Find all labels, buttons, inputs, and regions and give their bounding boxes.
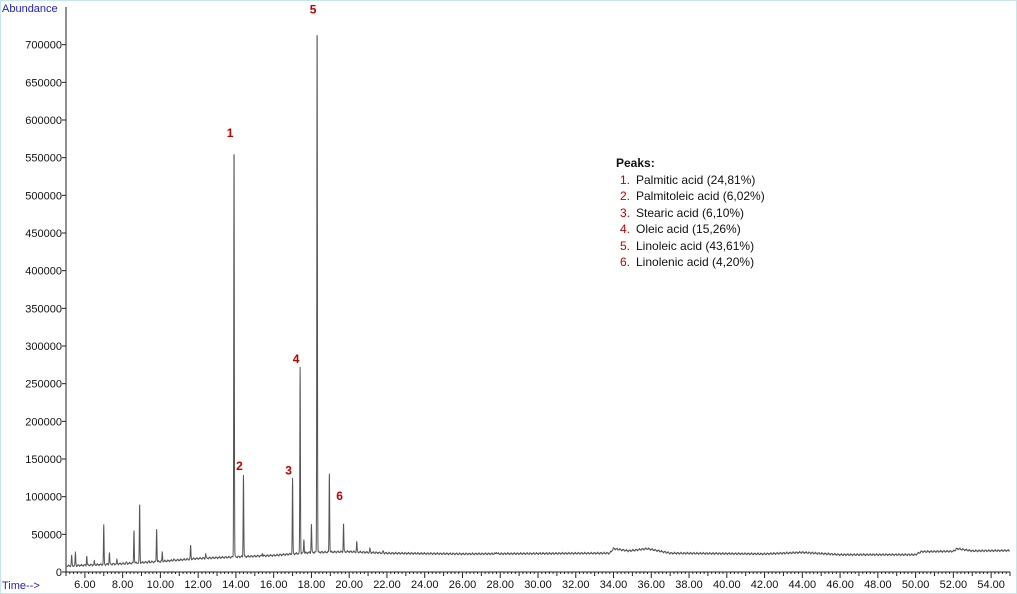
legend-items: 1. Palmitic acid (24,81%) 2. Palmitoleic ac… bbox=[616, 172, 765, 271]
x-tick-label: 40.00 bbox=[713, 579, 741, 591]
x-tick-label: 26.00 bbox=[449, 579, 477, 591]
peak-labels: 1 2 3 4 5 6 bbox=[227, 3, 344, 504]
legend-item-number: 5. bbox=[620, 238, 631, 253]
x-tick-label: 36.00 bbox=[638, 579, 666, 591]
peak-label-4: 4 bbox=[293, 352, 300, 366]
peak-label-5: 5 bbox=[310, 3, 317, 17]
legend-item: 6. Linolenic acid (4,20%) bbox=[616, 254, 765, 271]
x-tick-label: 8.00 bbox=[112, 579, 133, 591]
x-tick-label: 28.00 bbox=[486, 579, 514, 591]
y-tick-label: 150000 bbox=[25, 454, 62, 466]
legend-item-text: Palmitic acid (24,81%) bbox=[636, 172, 756, 187]
y-tick-label: 200000 bbox=[25, 416, 62, 428]
x-tick-label: 32.00 bbox=[562, 579, 590, 591]
x-tick-label: 34.00 bbox=[600, 579, 628, 591]
legend-item-text: Linoleic acid (43,61%) bbox=[636, 238, 755, 253]
peak-label-2: 2 bbox=[236, 459, 243, 473]
legend-item: 1. Palmitic acid (24,81%) bbox=[616, 172, 765, 189]
y-tick-label: 450000 bbox=[25, 228, 62, 240]
y-tick-label: 700000 bbox=[25, 40, 62, 52]
legend-item: 2. Palmitoleic acid (6,02%) bbox=[616, 188, 765, 205]
legend-item-number: 4. bbox=[620, 222, 631, 236]
legend-item-number: 6. bbox=[620, 255, 631, 269]
legend-title: Peaks: bbox=[616, 156, 655, 170]
x-axis-title: Time--> bbox=[2, 580, 40, 592]
x-tick-label: 30.00 bbox=[524, 579, 552, 591]
legend-item-text: Linolenic acid (4,20%) bbox=[636, 255, 755, 269]
chromatogram-trace bbox=[65, 35, 1011, 568]
legend-item: 3. Stearic acid (6,10%) bbox=[616, 205, 765, 222]
legend-item-number: 3. bbox=[620, 205, 631, 220]
peak-label-6: 6 bbox=[336, 489, 343, 503]
y-tick-label: 0 bbox=[56, 567, 62, 579]
y-tick-label: 500000 bbox=[25, 190, 62, 202]
peaks-legend: Peaks: 1. Palmitic acid (24,81%) 2. Palmito… bbox=[616, 155, 765, 271]
x-tick-label: 24.00 bbox=[411, 579, 439, 591]
x-tick-label: 10.00 bbox=[147, 579, 175, 591]
x-tick-label: 46.00 bbox=[826, 579, 854, 591]
y-tick-label: 550000 bbox=[25, 153, 62, 165]
y-tick-label: 50000 bbox=[31, 529, 62, 541]
x-tick-label: 42.00 bbox=[751, 579, 779, 591]
legend-item-text: Palmitoleic acid (6,02%) bbox=[636, 189, 765, 203]
x-tick-label: 22.00 bbox=[373, 579, 401, 591]
x-axis: 6.00 8.00 10.00 12.00 14.00 16.00 18.00 20.00 22… bbox=[65, 571, 1011, 591]
peak-label-1: 1 bbox=[227, 126, 234, 140]
y-tick-label: 350000 bbox=[25, 303, 62, 315]
y-tick-label: 600000 bbox=[25, 115, 62, 127]
y-axis: 0 50000 100000 150000 200000 250000 300000 3500… bbox=[25, 7, 67, 579]
legend-item: 4. Oleic acid (15,26%) bbox=[616, 221, 765, 238]
x-tick-label: 52.00 bbox=[940, 579, 968, 591]
y-tick-label: 250000 bbox=[25, 379, 62, 391]
x-tick-label: 6.00 bbox=[74, 579, 95, 591]
legend-item-number: 1. bbox=[620, 172, 631, 187]
y-tick-label: 300000 bbox=[25, 341, 62, 353]
legend-item-text: Oleic acid (15,26%) bbox=[636, 222, 741, 236]
peak-label-3: 3 bbox=[285, 464, 292, 478]
y-tick-label: 100000 bbox=[25, 492, 62, 504]
x-tick-label: 12.00 bbox=[184, 579, 212, 591]
x-tick-label: 44.00 bbox=[789, 579, 817, 591]
y-tick-label: 400000 bbox=[25, 266, 62, 278]
legend-item-number: 2. bbox=[620, 189, 631, 203]
legend-item-text: Stearic acid (6,10%) bbox=[636, 205, 745, 220]
x-tick-label: 38.00 bbox=[675, 579, 703, 591]
x-tick-label: 50.00 bbox=[902, 579, 930, 591]
x-tick-label: 48.00 bbox=[864, 579, 892, 591]
x-tick-label: 14.00 bbox=[222, 579, 250, 591]
x-tick-label: 54.00 bbox=[977, 579, 1005, 591]
y-tick-label: 650000 bbox=[25, 77, 62, 89]
x-tick-label: 20.00 bbox=[335, 579, 363, 591]
legend-item: 5. Linoleic acid (43,61%) bbox=[616, 238, 765, 255]
x-tick-label: 16.00 bbox=[260, 579, 288, 591]
x-tick-label: 18.00 bbox=[298, 579, 326, 591]
y-axis-title: Abundance bbox=[2, 3, 58, 15]
